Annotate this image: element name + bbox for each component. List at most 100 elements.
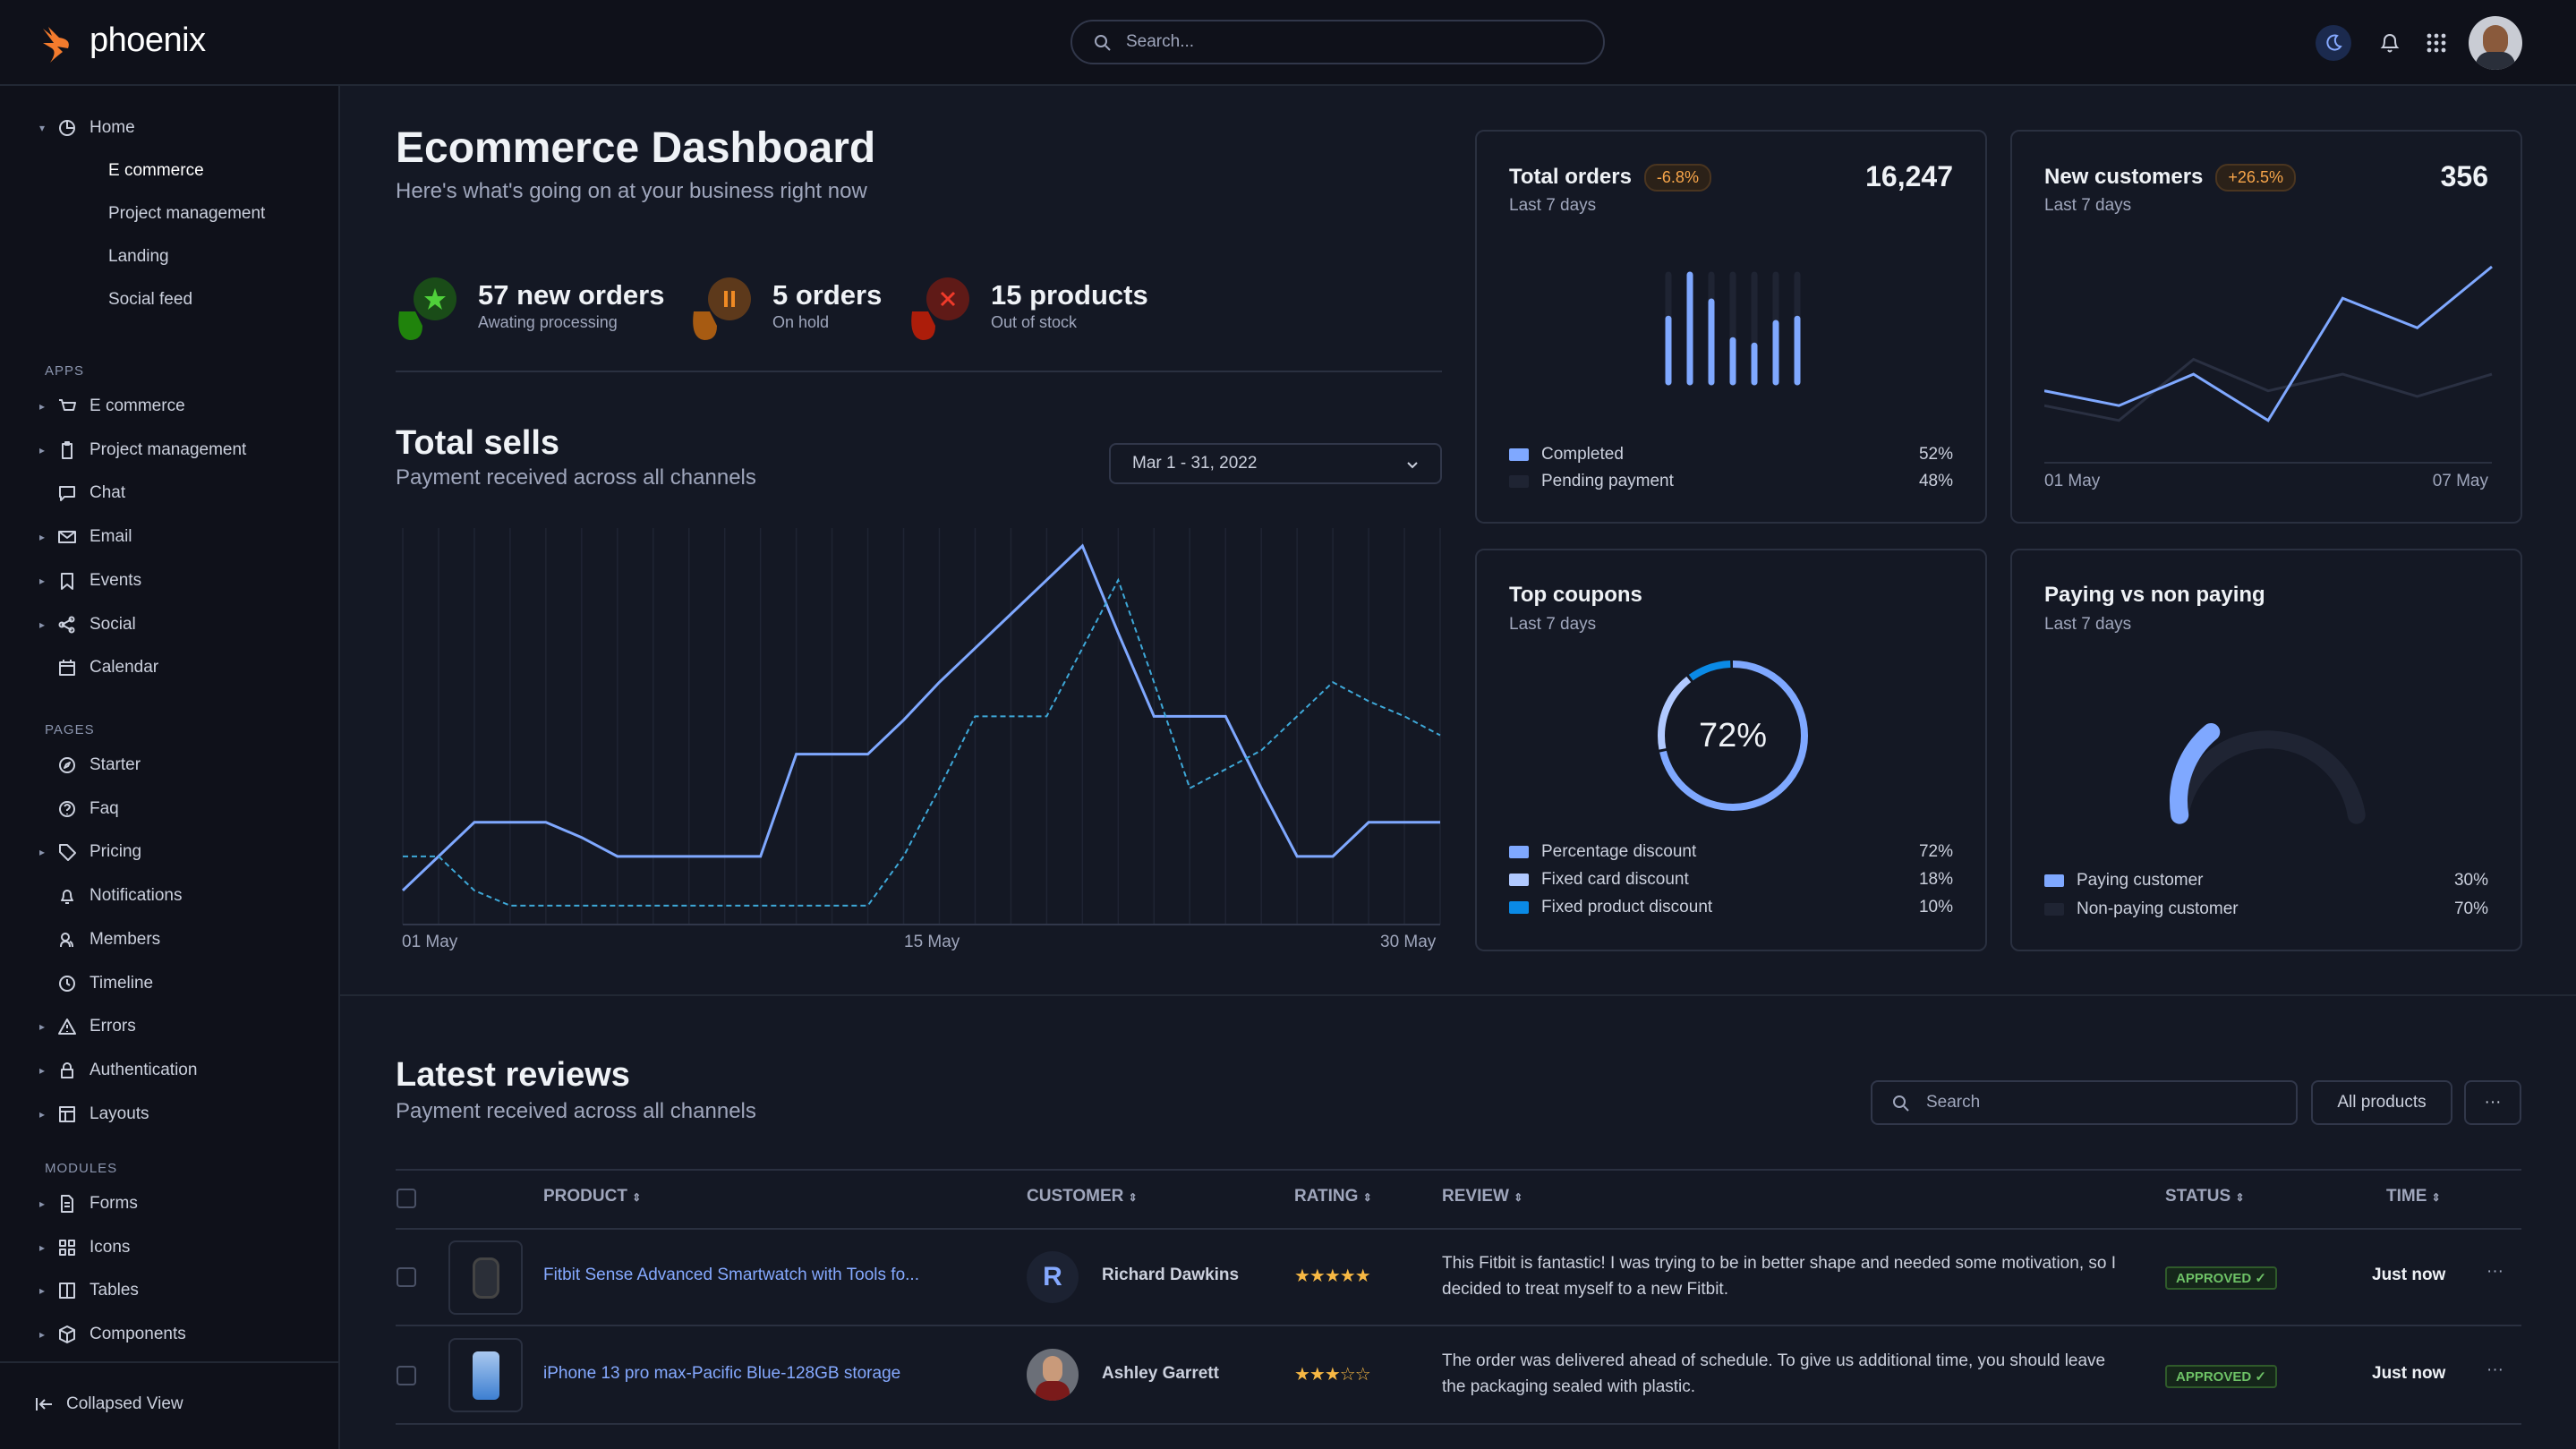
column-header-rating[interactable]: RATING ⇕ xyxy=(1294,1187,1372,1206)
customer-avatar[interactable]: R xyxy=(1027,1251,1079,1303)
sidebar-item-label: Components xyxy=(90,1325,186,1344)
search-placeholder: Search xyxy=(1926,1093,1980,1112)
sidebar-subitem-ecommerce[interactable]: E commerce xyxy=(108,161,204,181)
sidebar-item-label: Starter xyxy=(90,755,141,775)
mail-icon xyxy=(57,527,77,547)
sidebar-item-label: Authentication xyxy=(90,1061,197,1080)
legend-swatch xyxy=(1509,448,1529,461)
sidebar-item-email[interactable]: ▸Email xyxy=(0,524,132,550)
notifications-button[interactable] xyxy=(2372,25,2408,61)
columns-icon xyxy=(57,1281,77,1300)
apps-button[interactable] xyxy=(2418,25,2454,61)
legend-value: 70% xyxy=(2454,899,2488,919)
product-link[interactable]: iPhone 13 pro max-Pacific Blue-128GB sto… xyxy=(543,1364,900,1384)
sidebar-item-e-commerce[interactable]: ▸E commerce xyxy=(0,393,185,420)
sort-icon: ⇕ xyxy=(632,1191,641,1204)
column-label: CUSTOMER xyxy=(1027,1187,1123,1206)
sidebar-item-layouts[interactable]: ▸Layouts xyxy=(0,1101,149,1128)
stat-value: 15 products xyxy=(991,279,1148,311)
stats-divider xyxy=(396,371,1442,372)
sidebar-item-project-management[interactable]: ▸Project management xyxy=(0,437,246,464)
smartwatch-image xyxy=(473,1257,499,1299)
sidebar-item-label: Chat xyxy=(90,483,125,503)
collapse-label: Collapsed View xyxy=(66,1394,183,1414)
caret-right-icon: ▸ xyxy=(39,618,52,631)
product-thumbnail[interactable] xyxy=(448,1240,523,1315)
lock-icon xyxy=(57,1061,77,1080)
column-header-customer[interactable]: CUSTOMER ⇕ xyxy=(1027,1187,1138,1206)
legend-label: Percentage discount xyxy=(1541,842,1696,862)
row-checkbox[interactable] xyxy=(397,1267,416,1287)
card-title: New customers+26.5% xyxy=(2044,164,2296,192)
card-title: Top coupons xyxy=(1509,583,1642,608)
caret-right-icon: ▸ xyxy=(39,1108,52,1121)
sidebar-item-members[interactable]: Members xyxy=(0,926,160,953)
brand-name[interactable]: phoenix xyxy=(90,21,206,60)
sidebar-item-errors[interactable]: ▸Errors xyxy=(0,1013,136,1040)
phoenix-logo-icon[interactable] xyxy=(39,25,79,64)
legend-label: Paying customer xyxy=(2077,871,2204,891)
global-search-input[interactable]: Search... xyxy=(1070,20,1605,64)
legend-swatch xyxy=(1509,846,1529,858)
x-tick-label: 01 May xyxy=(402,933,457,952)
product-link[interactable]: Fitbit Sense Advanced Smartwatch with To… xyxy=(543,1266,919,1285)
row-actions-button[interactable]: ··· xyxy=(2486,1262,2503,1282)
sidebar-item-home[interactable]: ▾ Home xyxy=(0,115,135,141)
sidebar-item-chat[interactable]: Chat xyxy=(0,480,125,507)
sidebar-subitem-project-management[interactable]: Project management xyxy=(108,204,265,224)
change-badge: +26.5% xyxy=(2215,164,2296,192)
column-header-review[interactable]: REVIEW ⇕ xyxy=(1442,1187,1523,1206)
iphone-image xyxy=(473,1351,499,1400)
row-actions-button[interactable]: ··· xyxy=(2486,1360,2503,1380)
sidebar-item-events[interactable]: ▸Events xyxy=(0,567,141,594)
date-range-select[interactable]: Mar 1 - 31, 2022 xyxy=(1109,443,1442,484)
sidebar-item-tables[interactable]: ▸Tables xyxy=(0,1277,139,1304)
sidebar-item-faq[interactable]: Faq xyxy=(0,796,119,823)
legend-item: Pending payment48% xyxy=(1509,472,1953,491)
sidebar-item-social[interactable]: ▸Social xyxy=(0,611,136,638)
legend-value: 48% xyxy=(1919,472,1953,491)
sidebar-item-forms[interactable]: ▸Forms xyxy=(0,1190,138,1217)
select-all-checkbox[interactable] xyxy=(397,1189,416,1208)
sidebar-section-title: MODULES xyxy=(45,1161,117,1176)
sidebar-item-notifications[interactable]: Notifications xyxy=(0,882,183,909)
reviews-search-input[interactable]: Search xyxy=(1871,1080,2298,1125)
sidebar-item-starter[interactable]: Starter xyxy=(0,752,141,779)
status-badge: APPROVED ✓ xyxy=(2165,1266,2277,1290)
theme-toggle-button[interactable] xyxy=(2316,25,2351,61)
customer-name[interactable]: Richard Dawkins xyxy=(1102,1266,1239,1285)
customer-avatar[interactable] xyxy=(1027,1349,1079,1401)
sidebar-item-label: Email xyxy=(90,527,132,547)
stat-value: 5 orders xyxy=(772,279,882,311)
more-options-button[interactable]: ··· xyxy=(2464,1080,2521,1125)
all-products-filter-button[interactable]: All products xyxy=(2311,1080,2452,1125)
column-header-status[interactable]: STATUS ⇕ xyxy=(2165,1187,2245,1206)
sidebar-subitem-social-feed[interactable]: Social feed xyxy=(108,290,192,310)
caret-right-icon: ▸ xyxy=(39,1064,52,1077)
user-avatar[interactable] xyxy=(2469,16,2522,70)
new-customers-card: New customers+26.5% Last 7 days 356 01 M… xyxy=(2010,130,2522,524)
reviews-subtitle: Payment received across all channels xyxy=(396,1099,756,1124)
sidebar-item-calendar[interactable]: Calendar xyxy=(0,654,158,681)
column-header-time[interactable]: TIME ⇕ xyxy=(2386,1187,2441,1206)
sidebar-item-components[interactable]: ▸ Components xyxy=(0,1321,186,1348)
sidebar-item-authentication[interactable]: ▸ Authentication xyxy=(0,1057,197,1084)
legend-label: Completed xyxy=(1541,445,1624,465)
sidebar-subitem-landing[interactable]: Landing xyxy=(108,247,169,267)
legend-value: 18% xyxy=(1919,870,1953,890)
sidebar-item-pricing[interactable]: ▸Pricing xyxy=(0,839,141,865)
total-orders-bar-chart xyxy=(1656,266,1817,391)
collapse-view-button[interactable]: Collapsed View xyxy=(34,1391,183,1418)
caret-right-icon: ▸ xyxy=(39,1328,52,1341)
date-range-value: Mar 1 - 31, 2022 xyxy=(1132,454,1257,473)
bell-icon xyxy=(57,886,77,906)
top-coupons-card: Top coupons Last 7 days 72% Percentage d… xyxy=(1475,549,1987,951)
product-thumbnail[interactable] xyxy=(448,1338,523,1412)
sidebar-item-icons[interactable]: ▸Icons xyxy=(0,1234,130,1261)
customer-name[interactable]: Ashley Garrett xyxy=(1102,1364,1219,1384)
row-checkbox[interactable] xyxy=(397,1366,416,1385)
sidebar-item-label: Notifications xyxy=(90,886,183,906)
alert-icon xyxy=(57,1017,77,1036)
sidebar-item-timeline[interactable]: Timeline xyxy=(0,970,153,997)
column-header-product[interactable]: PRODUCT ⇕ xyxy=(543,1187,641,1206)
